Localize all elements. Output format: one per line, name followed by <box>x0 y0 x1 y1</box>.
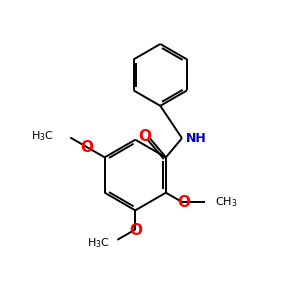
Text: H$_3$C: H$_3$C <box>31 129 54 143</box>
Text: H$_3$C: H$_3$C <box>87 236 110 250</box>
Text: O: O <box>80 140 93 155</box>
Text: O: O <box>177 195 190 210</box>
Text: O: O <box>138 129 151 144</box>
Text: CH$_3$: CH$_3$ <box>215 195 237 209</box>
Text: O: O <box>129 223 142 238</box>
Text: NH: NH <box>185 132 206 145</box>
